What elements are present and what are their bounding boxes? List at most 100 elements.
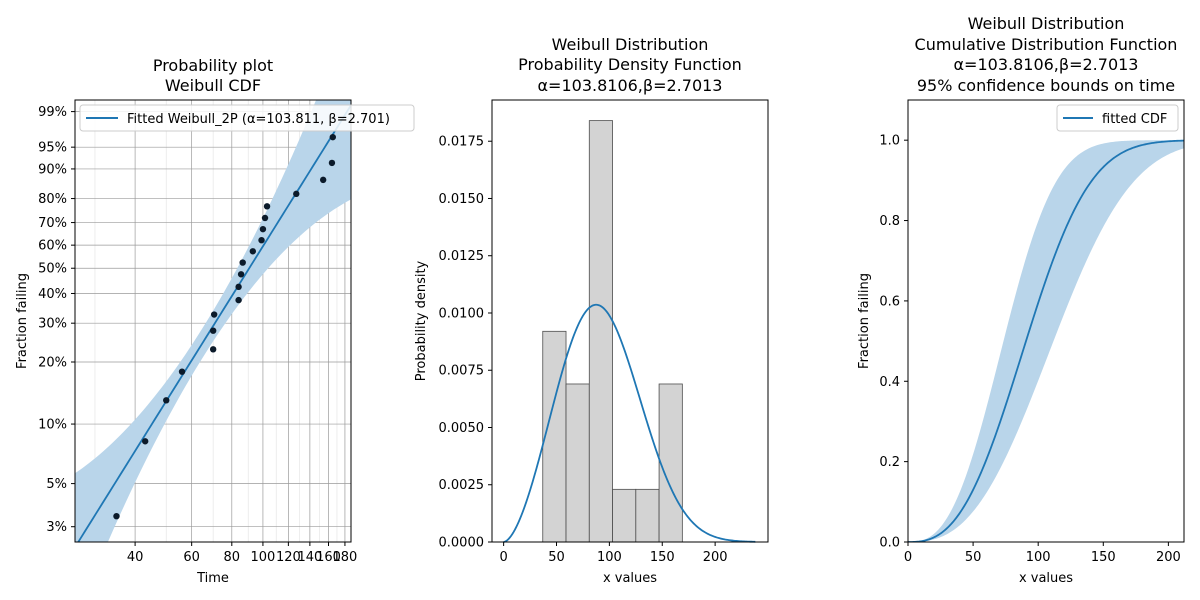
legend-entry-fitted-weibull: Fitted Weibull_2P (α=103.811, β=2.701) [127, 112, 390, 127]
cdf-confidence-band [908, 140, 1184, 542]
histogram-bar [565, 383, 590, 543]
y-tick-label: 20% [38, 355, 67, 370]
cdf-title-line-3: α=103.8106,β=2.7013 [954, 55, 1139, 74]
y-tick-label: 5% [46, 477, 67, 492]
histogram-bar [635, 488, 660, 543]
data-point [141, 438, 149, 445]
x-tick-label: 150 [1091, 550, 1116, 565]
y-tick-label: 0.6 [879, 294, 900, 309]
cdf-curve [908, 139, 1184, 542]
pdf-y-label: Probability density [414, 260, 429, 381]
confidence-band [75, 100, 351, 542]
data-point [237, 271, 245, 278]
data-point [178, 368, 186, 375]
failure-data-points [113, 133, 336, 520]
x-tick-label: 180 [333, 550, 358, 565]
data-point [329, 133, 336, 141]
pdf-title-line-3: α=103.8106,β=2.7013 [538, 76, 723, 95]
pdf-title-line-2: Probability Density Function [518, 55, 742, 74]
y-tick-label: 40% [38, 287, 67, 302]
y-tick-label: 0.0125 [439, 249, 485, 264]
data-point [163, 397, 170, 404]
y-tick-label: 0.0075 [439, 364, 485, 379]
y-tick-label: 1.0 [879, 134, 900, 149]
x-tick-label: 140 [297, 550, 322, 565]
data-point [261, 214, 269, 222]
pdf-panel: Weibull Distribution Probability Density… [414, 35, 769, 586]
y-tick-label: 0.8 [879, 214, 900, 229]
cdf-y-label: Fraction failing [857, 273, 872, 369]
x-tick-label: 50 [965, 550, 982, 565]
x-tick-label: 200 [1156, 550, 1181, 565]
x-tick-label: 100 [1026, 550, 1051, 565]
x-tick-label: 40 [127, 550, 144, 565]
y-tick-label: 0.0 [879, 536, 900, 551]
data-point [235, 296, 242, 304]
y-tick-label: 95% [38, 141, 67, 156]
data-point [263, 203, 271, 210]
y-tick-label: 90% [38, 162, 67, 177]
x-tick-label: 50 [548, 550, 565, 565]
probability-plot-x-label: Time [196, 571, 229, 586]
y-tick-label: 30% [38, 317, 67, 332]
data-point [235, 283, 242, 291]
pdf-y-ticks: 0.0000 0.0025 0.0050 0.0075 0.0100 0.0125 0.01… [439, 135, 492, 551]
y-tick-label: 0.0050 [439, 421, 485, 436]
confidence-band-area [75, 100, 351, 542]
x-tick-label: 80 [224, 550, 241, 565]
y-tick-label: 70% [38, 216, 67, 231]
pdf-curve-path [503, 303, 756, 543]
cdf-legend: fitted CDF [1056, 104, 1179, 132]
histogram-bar [588, 120, 613, 543]
cdf-panel: Weibull Distribution Cumulative Distribu… [857, 14, 1185, 586]
y-tick-label: 99% [38, 105, 67, 120]
cdf-band-area [908, 140, 1184, 542]
probability-plot-title-line-2: Weibull CDF [165, 76, 261, 95]
data-point [249, 248, 257, 255]
fitted-line-path [77, 104, 351, 542]
y-tick-label: 0.0175 [439, 135, 485, 150]
x-tick-label: 200 [703, 550, 728, 565]
cdf-axes-frame [907, 99, 1185, 543]
y-tick-label: 3% [46, 520, 67, 535]
cdf-x-ticks: 0 50 100 150 200 [904, 542, 1181, 565]
y-tick-label: 0.2 [879, 455, 900, 470]
data-point [259, 225, 267, 233]
y-tick-label: 10% [38, 418, 67, 433]
probability-plot-y-label: Fraction failing [15, 273, 30, 369]
probability-plot-axes-frame [74, 99, 352, 543]
data-point [258, 236, 265, 244]
cdf-x-label: x values [1019, 571, 1073, 586]
data-point [328, 159, 336, 167]
pdf-curve [503, 303, 756, 543]
pdf-axes-frame [491, 99, 769, 543]
x-tick-label: 100 [251, 550, 276, 565]
y-tick-label: 50% [38, 262, 67, 277]
data-point [319, 176, 327, 184]
cdf-title-line-1: Weibull Distribution [968, 14, 1125, 33]
data-point [210, 311, 218, 318]
probability-plot-legend: Fitted Weibull_2P (α=103.811, β=2.701) [79, 104, 415, 132]
histogram-bar [542, 330, 567, 543]
legend-box [79, 104, 415, 132]
data-point [239, 259, 246, 266]
pdf-x-ticks: 0 50 100 150 200 [499, 542, 728, 565]
pdf-x-label: x values [603, 571, 657, 586]
y-tick-label: 80% [38, 192, 67, 207]
y-tick-label: 0.0025 [439, 478, 485, 493]
data-point [209, 327, 217, 334]
y-tick-label: 0.0000 [439, 536, 485, 551]
probability-plot-title-line-1: Probability plot [153, 56, 273, 75]
probability-plot-y-ticks: 3% 5% 10% 20% 30% 40% 50% 60% 70% 80% 90% 95% 99% [38, 105, 75, 535]
histogram-bar [612, 488, 637, 543]
cdf-legend-box [1056, 104, 1179, 132]
x-tick-label: 160 [316, 550, 341, 565]
cdf-y-ticks: 0.0 0.2 0.4 0.6 0.8 1.0 [879, 134, 908, 551]
x-tick-label: 120 [276, 550, 301, 565]
cdf-curve-path [908, 139, 1184, 542]
y-tick-label: 0.4 [879, 375, 900, 390]
cdf-title-line-2: Cumulative Distribution Function [915, 35, 1178, 54]
x-tick-label: 0 [499, 550, 507, 565]
pdf-title-line-1: Weibull Distribution [552, 35, 709, 54]
